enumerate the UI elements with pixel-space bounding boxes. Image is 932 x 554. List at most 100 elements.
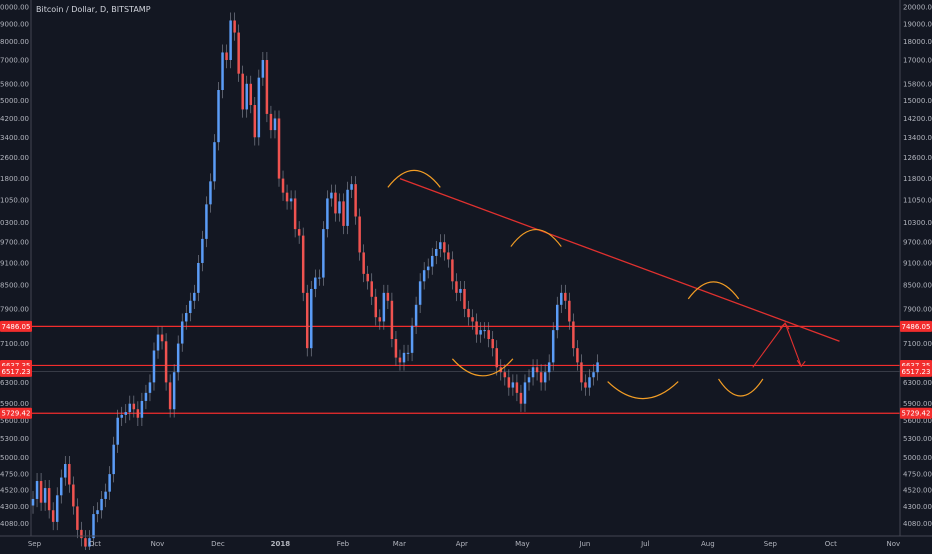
candle [88,538,91,547]
candle [580,362,583,383]
price-level-tag-label: 6517.23 [2,368,31,376]
candle [160,334,164,342]
candle [225,52,228,61]
y-tick-label: 4080.00 [903,520,932,528]
y-tick-label: 4520.00 [0,487,29,495]
y-tick-label: 7900.00 [903,305,932,313]
candle [475,321,478,335]
price-level-tag [0,320,32,332]
y-tick-label: 8500.00 [903,282,932,290]
candle [564,292,567,301]
candle [253,105,257,138]
candle [281,178,285,193]
candle [451,259,454,282]
y-tick-label: 18000.00 [0,38,29,46]
candle [59,477,63,496]
candle [168,382,172,410]
candle [346,189,349,226]
top-arc [510,229,562,247]
price-level-tag-label: 5729.42 [2,410,31,418]
y-tick-label: 14200.00 [0,115,29,123]
candle [382,292,386,322]
y-tick-label: 5600.00 [0,417,29,425]
candle [47,488,51,511]
candles [31,12,599,554]
candle [201,238,204,263]
y-tick-label: 15800.00 [0,80,29,88]
candle [293,198,297,230]
y-tick-label: 5000.00 [903,454,932,462]
y-tick-label: 17000.00 [0,57,29,65]
candle [156,334,160,351]
y-tick-label: 5300.00 [903,435,932,443]
candle [547,362,551,373]
right-price-axis[interactable]: 20000.00 19000.00 18000.00 17000.00 15800.00… [903,4,932,528]
candle [289,198,293,202]
y-tick-label: 4520.00 [903,487,932,495]
candle [112,444,115,475]
y-tick-label: 4080.00 [0,520,29,528]
candle [257,77,261,138]
candle [249,83,253,106]
left-price-axis[interactable]: 20000.00 19000.00 18000.00 17000.00 15800.00… [0,4,29,528]
candle [132,403,136,410]
price-level-tag-label: 7486.05 [902,323,931,331]
x-tick-label: Dec [211,540,225,548]
candle [180,321,184,344]
y-tick-label: 6300.00 [903,379,932,387]
candle [322,229,325,278]
candle [338,201,341,214]
candle [576,348,579,363]
price-level-tag [900,407,932,419]
candle [334,192,337,214]
price-levels [31,325,900,414]
price-level-tag [0,365,32,377]
candle [128,403,132,413]
price-level-tag [900,320,932,332]
candle [439,242,442,249]
y-tick-label: 9100.00 [0,259,29,267]
candle [205,204,208,239]
candle [414,304,418,326]
candle [144,392,148,401]
candle [523,382,527,404]
bottom-arc [718,378,764,397]
candle [330,192,333,199]
candle [539,372,543,383]
candle [176,343,180,373]
candle [269,113,273,131]
x-tick-label: Oct [89,540,101,548]
top-arc [687,281,740,300]
candle [241,73,244,110]
candle [471,317,474,322]
candle [152,350,156,383]
candle [519,392,523,404]
candle [410,325,414,353]
x-tick-label: Nov [887,540,901,548]
candle [68,464,71,485]
drawings [387,169,840,400]
candle [479,330,482,335]
candle [193,292,196,301]
candle [447,252,450,260]
candle [435,248,438,256]
candle [172,372,176,410]
y-tick-label: 7100.00 [0,340,29,348]
y-tick-label: 12600.00 [903,154,932,162]
candle [297,229,301,236]
candle [209,181,212,205]
candle [455,281,458,293]
time-axis[interactable]: Sep Oct Nov Dec 2018 Feb Mar Apr May Jun Jul Aug Sep… [28,540,900,548]
price-level-tag [0,407,32,419]
y-tick-label: 4750.00 [903,471,932,479]
x-tick-label: Feb [337,540,350,548]
x-tick-label: Sep [28,540,42,548]
candle [51,510,55,522]
price-level-tags: 7486.057486.056637.356637.356517.236517.… [0,320,932,419]
candle [374,296,378,318]
y-tick-label: 8500.00 [0,282,29,290]
candle [378,317,382,322]
candle [92,514,95,539]
candle [463,288,466,309]
y-tick-label: 14200.00 [903,115,932,123]
